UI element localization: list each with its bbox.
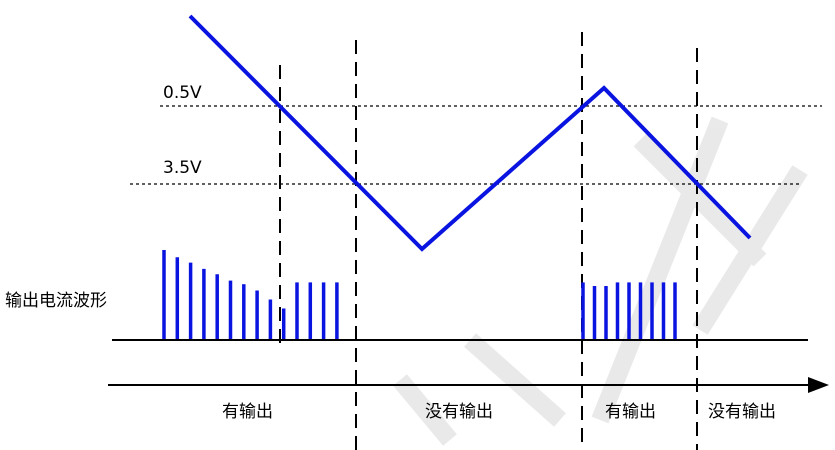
watermark-stroke — [464, 333, 566, 427]
watermark-stroke — [591, 116, 729, 424]
time-axis-arrowhead — [808, 377, 829, 393]
watermark-stroke — [633, 133, 767, 267]
triangle-waveform — [188, 14, 752, 252]
pulse-group-first — [162, 250, 339, 340]
watermark-stroke — [692, 165, 808, 335]
segment-label-output: 有输出 — [222, 402, 273, 422]
threshold-label-lower: 3.5V — [163, 158, 202, 178]
threshold-label-upper: 0.5V — [163, 83, 202, 103]
pulse-group-second — [581, 282, 677, 340]
watermark — [393, 116, 808, 446]
segment-label-no-output: 没有输出 — [708, 402, 776, 422]
segment-label-output: 有输出 — [605, 402, 656, 422]
segment-label-no-output: 没有输出 — [425, 402, 493, 422]
current-waveform-label: 输出电流波形 — [5, 291, 107, 311]
watermark-stroke — [393, 374, 457, 446]
